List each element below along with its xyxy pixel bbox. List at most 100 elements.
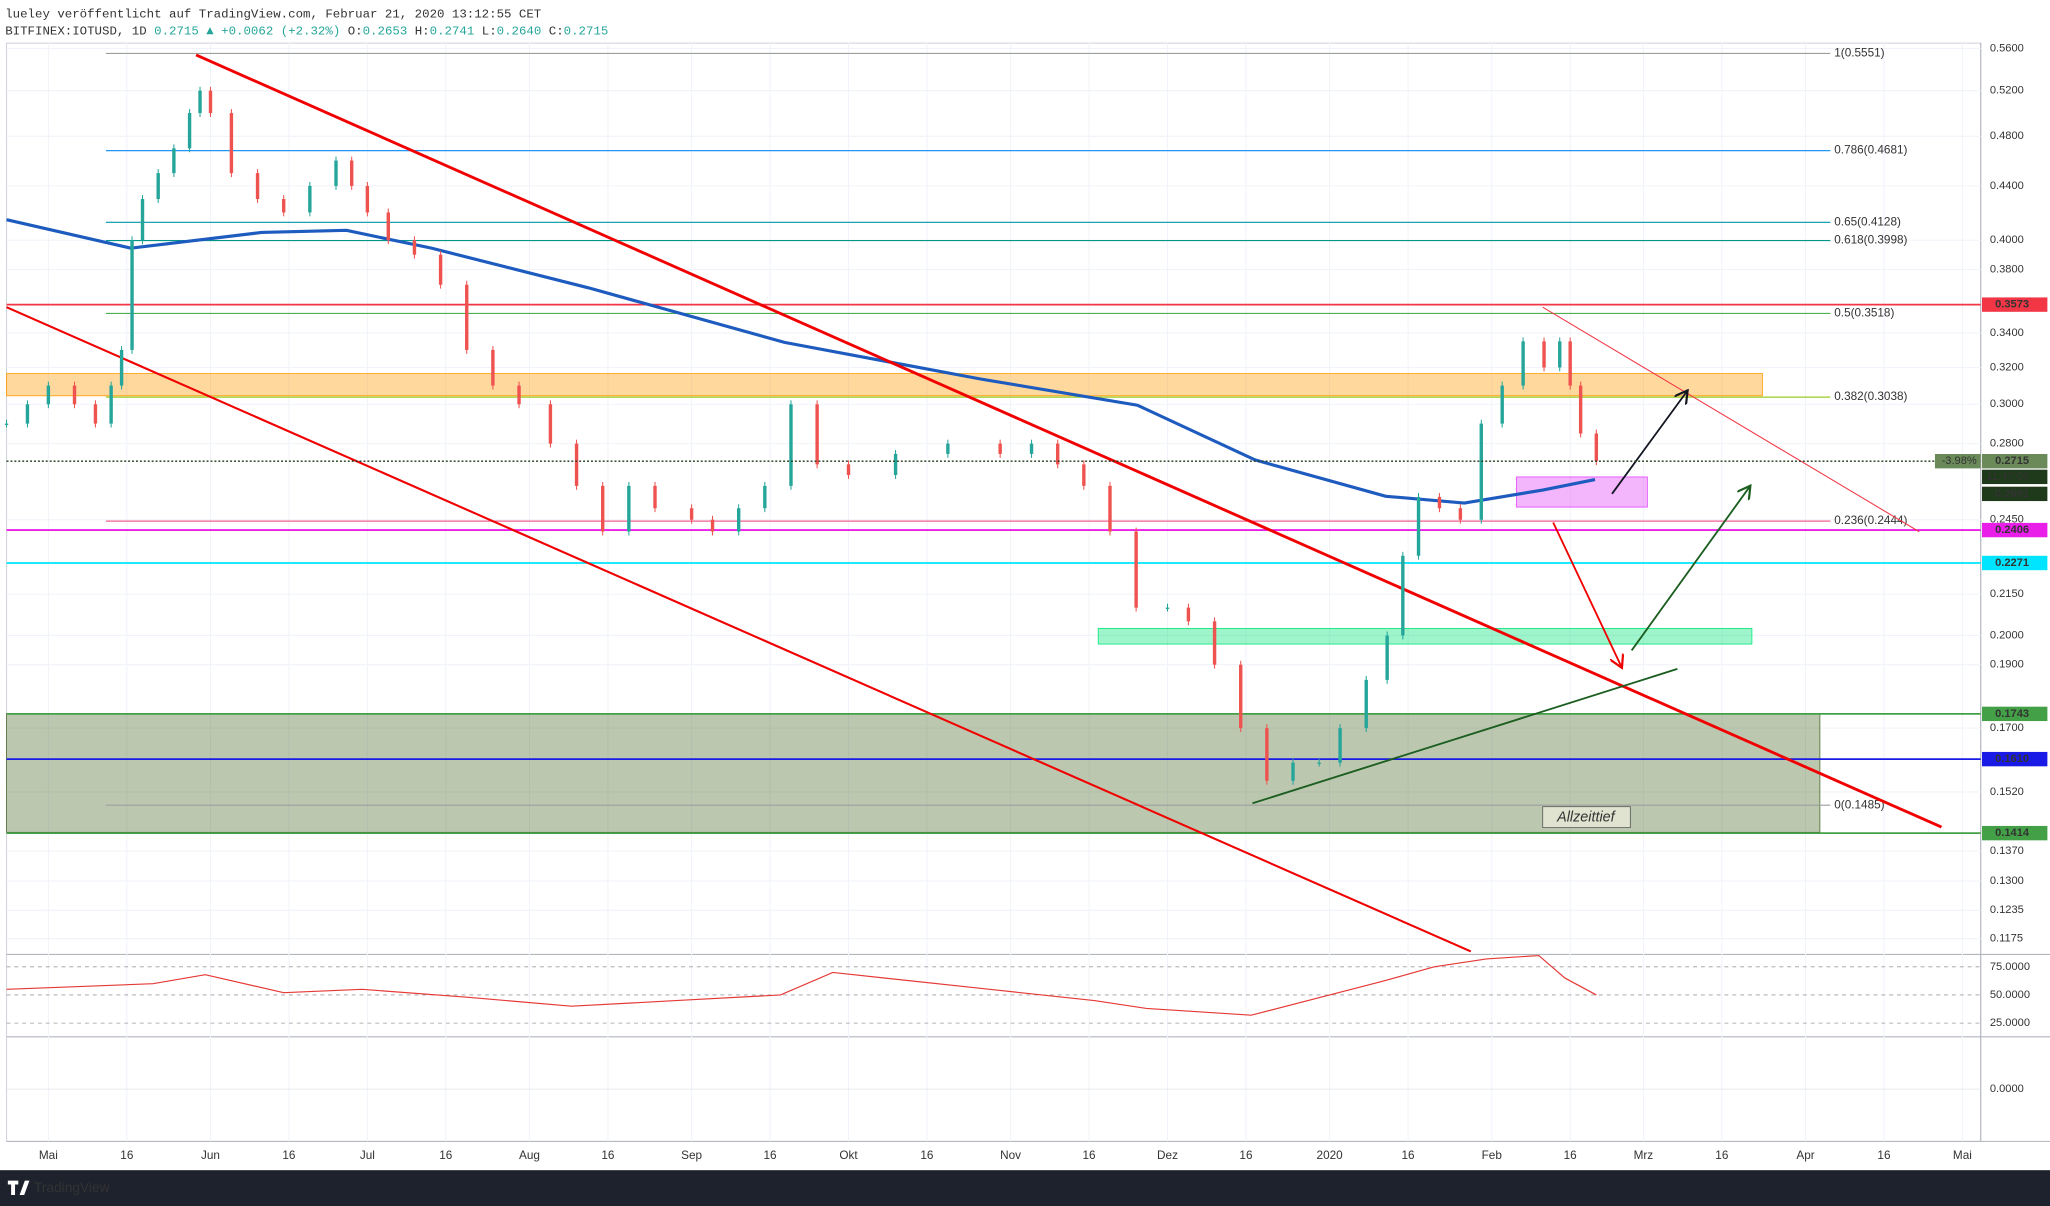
candle	[1416, 496, 1421, 556]
candle	[308, 185, 312, 213]
fib-label: 0(0.1485)	[1834, 798, 1884, 811]
x-tick-label: Jul	[360, 1149, 375, 1162]
x-tick-label: 16	[120, 1149, 134, 1162]
candle	[548, 404, 553, 444]
ma-badge-label: 0.2691	[1995, 488, 2029, 500]
ohlc-key: H:	[415, 25, 430, 39]
y-tick-label: 0.3200	[1990, 361, 2024, 373]
candle	[789, 404, 793, 486]
countdown-badge	[1982, 469, 2048, 485]
candle	[946, 443, 950, 454]
x-tick-label: 16	[1239, 1149, 1253, 1162]
candle	[4, 423, 9, 425]
candle	[1542, 341, 1546, 368]
candle	[208, 90, 213, 114]
arrow	[1552, 522, 1621, 667]
y-tick-label: 0.2150	[1990, 588, 2024, 600]
y-tick-label: 0.1520	[1990, 786, 2024, 798]
x-tick-label: 16	[920, 1149, 934, 1162]
price-badge-label: 0.2715	[1995, 455, 2029, 467]
price-badge-label: 0.1414	[1995, 827, 2030, 839]
zone	[6, 373, 1763, 397]
candle	[1364, 679, 1368, 729]
candle	[25, 404, 30, 424]
price-badge	[1982, 453, 2048, 469]
price-badge-label: 0.3573	[1995, 299, 2029, 311]
candle	[1212, 621, 1217, 665]
y-tick-label: 0.1300	[1990, 875, 2024, 887]
x-tick-label: Mai	[39, 1149, 58, 1162]
candle	[72, 385, 77, 405]
y-tick-label: 0.2000	[1990, 629, 2024, 641]
x-tick-label: 16	[439, 1149, 453, 1162]
candle	[710, 519, 715, 532]
y-tick-label: 0.1700	[1990, 722, 2024, 734]
candle	[1108, 485, 1112, 532]
fib-label: 1(0.5551)	[1834, 47, 1884, 60]
price-badge-label: 0.1610	[1995, 753, 2029, 765]
y-tick-label: 0.3000	[1990, 398, 2024, 410]
candle	[365, 185, 370, 213]
x-tick-label: Mrz	[1634, 1149, 1654, 1162]
candle	[156, 173, 160, 200]
grid	[6, 43, 1981, 1142]
published-line: lueley veröffentlicht auf TradingView.co…	[5, 8, 541, 22]
x-tick-label: Feb	[1482, 1149, 1503, 1162]
y-tick-label: 0.1235	[1990, 904, 2024, 916]
candle	[172, 148, 176, 174]
price-badge	[1982, 297, 2048, 312]
candle	[846, 464, 851, 476]
candle	[229, 113, 234, 174]
price-badge-label: 0.2406	[1995, 524, 2029, 536]
y-tick-label: 0.5600	[1990, 42, 2024, 54]
candle	[1458, 508, 1463, 520]
candle	[998, 443, 1002, 454]
candle	[438, 254, 443, 285]
candle	[1578, 385, 1583, 434]
symbol: BITFINEX:IOTUSD, 1D	[5, 25, 146, 39]
candle	[1165, 607, 1170, 609]
footer-bar	[0, 1170, 2050, 1206]
countdown-label: 11:47:06	[1987, 471, 2029, 483]
candle	[1186, 607, 1191, 622]
candle	[465, 284, 469, 350]
fib-label: 0.618(0.3998)	[1834, 234, 1907, 247]
y-tick-label: 0.2450	[1990, 514, 2024, 526]
symbol-line: BITFINEX:IOTUSD, 1D 0.2715 ▲ +0.0062 (+2…	[5, 25, 608, 39]
candle	[1594, 433, 1599, 462]
price-badge-label: 0.2271	[1995, 557, 2029, 569]
arrow	[1611, 392, 1687, 495]
candle	[1521, 341, 1525, 386]
candle	[815, 404, 819, 465]
x-tick-label: 16	[1402, 1149, 1416, 1162]
ohlc-key: O:	[348, 25, 363, 39]
candle	[349, 160, 354, 186]
candle	[109, 385, 113, 424]
y-tick-label: 0.1175	[1990, 933, 2023, 945]
macd-tick-label: 0.0000	[1990, 1083, 2024, 1095]
candle	[1479, 423, 1483, 520]
candle	[517, 385, 521, 405]
candle	[893, 453, 898, 476]
x-tick-label: Mai	[1953, 1149, 1972, 1162]
rsi-tick-label: 50.0000	[1990, 989, 2030, 1001]
y-tick-label: 0.3800	[1990, 263, 2024, 275]
candle	[46, 385, 51, 405]
price-badge	[1982, 825, 2048, 841]
ohlc-key: C:	[549, 25, 564, 39]
candle	[1134, 531, 1138, 608]
ohlc-value: 0.2715	[564, 25, 609, 39]
candle	[627, 485, 631, 532]
price-badge-label: 0.1743	[1995, 708, 2029, 720]
x-tick-label: Sep	[681, 1149, 702, 1162]
ohlc-value: 0.2653	[363, 25, 408, 39]
candle	[1338, 728, 1342, 763]
candle	[491, 349, 495, 386]
y-tick-label: 0.4000	[1990, 234, 2024, 246]
x-tick-label: Aug	[519, 1149, 540, 1162]
candle	[1568, 341, 1572, 386]
y-tick-label: 0.4800	[1990, 130, 2024, 142]
candle	[1291, 762, 1295, 781]
annotation-box	[1542, 806, 1631, 829]
